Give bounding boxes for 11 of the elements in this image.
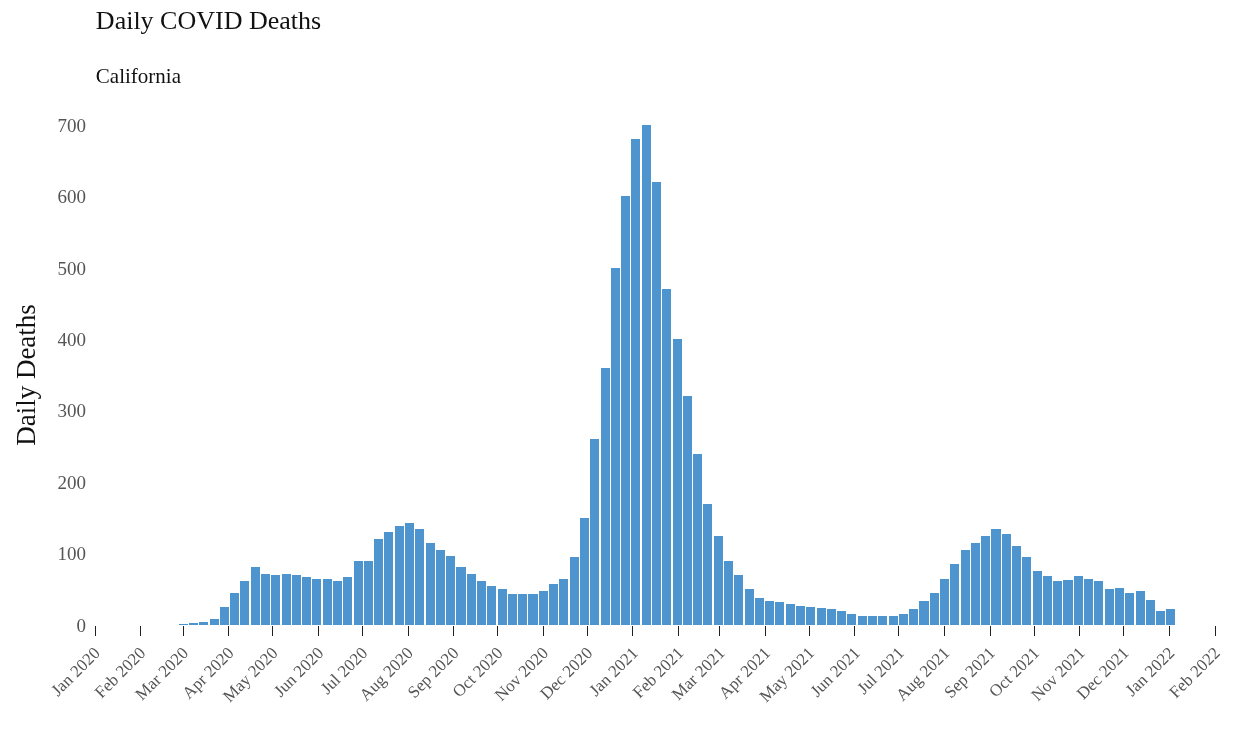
y-tick-label: 200 xyxy=(57,471,86,493)
y-tick-label: 600 xyxy=(57,186,86,208)
y-axis-title: Daily Deaths xyxy=(10,304,41,446)
y-tick-label: 300 xyxy=(57,400,86,422)
y-tick-label: 100 xyxy=(57,543,86,565)
chart-subtitle: California xyxy=(95,64,182,89)
y-tick-label: 0 xyxy=(76,614,86,636)
chart-title: Daily COVID Deaths xyxy=(95,6,322,36)
y-tick-label: 400 xyxy=(57,328,86,350)
y-tick-label: 700 xyxy=(57,114,86,136)
y-tick-label: 500 xyxy=(57,257,86,279)
